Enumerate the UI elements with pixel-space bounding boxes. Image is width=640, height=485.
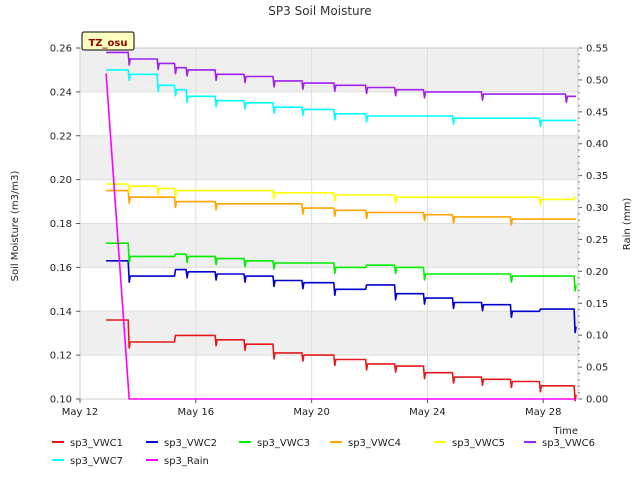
y-tick-label: 0.12 bbox=[50, 351, 72, 362]
y-tick-label: 0.22 bbox=[50, 131, 72, 142]
plot-band bbox=[80, 223, 578, 268]
plot-band bbox=[80, 311, 578, 356]
series-line-sp3_VWC1 bbox=[106, 319, 577, 402]
y2-tick-label: 0.50 bbox=[586, 75, 608, 86]
y-tick-label: 0.16 bbox=[50, 263, 72, 274]
y2-axis-label: Rain (mm) bbox=[622, 198, 633, 251]
y-tick-label: 0.26 bbox=[50, 44, 72, 55]
legend-label-sp3_VWC6: sp3_VWC6 bbox=[542, 438, 595, 449]
legend-label-sp3_VWC2: sp3_VWC2 bbox=[164, 438, 217, 449]
y2-tick-label: 0.05 bbox=[586, 363, 608, 374]
series-lines bbox=[105, 51, 577, 402]
legend-label-sp3_VWC5: sp3_VWC5 bbox=[452, 438, 505, 449]
legend-label-sp3_VWC3: sp3_VWC3 bbox=[257, 438, 310, 449]
legend-label-sp3_VWC7: sp3_VWC7 bbox=[70, 456, 123, 467]
y-tick-label: 0.10 bbox=[50, 395, 72, 406]
y-tick-label: 0.20 bbox=[50, 175, 72, 186]
chart-title: SP3 Soil Moisture bbox=[268, 4, 371, 18]
y-tick-label: 0.24 bbox=[50, 87, 72, 98]
plot-band bbox=[80, 135, 578, 180]
series-line-sp3_VWC5 bbox=[106, 183, 577, 207]
x-axis-label: Time bbox=[553, 426, 578, 437]
series-line-sp3_Rain bbox=[105, 73, 576, 400]
y2-tick-label: 0.35 bbox=[586, 171, 608, 182]
y2-tick-label: 0.55 bbox=[586, 44, 608, 55]
y2-tick-label: 0.10 bbox=[586, 331, 608, 342]
y-axis-label: Soil Moisture (m3/m3) bbox=[10, 171, 21, 282]
y2-tick-label: 0.25 bbox=[586, 235, 608, 246]
y2-tick-label: 0.30 bbox=[586, 203, 608, 214]
y2-tick-label: 0.40 bbox=[586, 139, 608, 150]
axes: 0.10 0.12 0.14 0.16 0.18 0.20 0.22 0.24 0.26 0.00… bbox=[50, 44, 609, 419]
site-badge: TZ_osu bbox=[81, 31, 135, 51]
y2-tick-label: 0.00 bbox=[586, 395, 608, 406]
series-line-sp3_VWC4 bbox=[106, 189, 577, 226]
legend-label-sp3_Rain: sp3_Rain bbox=[164, 456, 209, 467]
y2-tick-label: 0.20 bbox=[586, 267, 608, 278]
series-line-sp3_VWC2 bbox=[106, 260, 577, 334]
x-tick-label: May 28 bbox=[525, 407, 562, 418]
plot-band bbox=[80, 48, 578, 92]
y2-tick-label: 0.45 bbox=[586, 107, 608, 118]
site-badge-label: TZ_osu bbox=[88, 38, 127, 49]
legend: sp3_VWC1 sp3_VWC2 sp3_VWC3 sp3_VWC4 sp3_VWC5… bbox=[52, 438, 595, 467]
y2-tick-label: 0.15 bbox=[586, 299, 608, 310]
legend-label-sp3_VWC1: sp3_VWC1 bbox=[70, 438, 123, 449]
series-line-sp3_VWC7 bbox=[106, 69, 577, 128]
legend-label-sp3_VWC4: sp3_VWC4 bbox=[348, 438, 401, 449]
series-line-sp3_VWC6 bbox=[106, 51, 577, 104]
y-tick-label: 0.18 bbox=[50, 219, 72, 230]
x-tick-label: May 16 bbox=[178, 407, 215, 418]
x-tick-label: May 12 bbox=[62, 407, 99, 418]
y-tick-label: 0.14 bbox=[50, 307, 72, 318]
series-line-sp3_VWC3 bbox=[106, 242, 577, 292]
x-tick-label: May 24 bbox=[409, 407, 446, 418]
x-tick-label: May 20 bbox=[293, 407, 330, 418]
